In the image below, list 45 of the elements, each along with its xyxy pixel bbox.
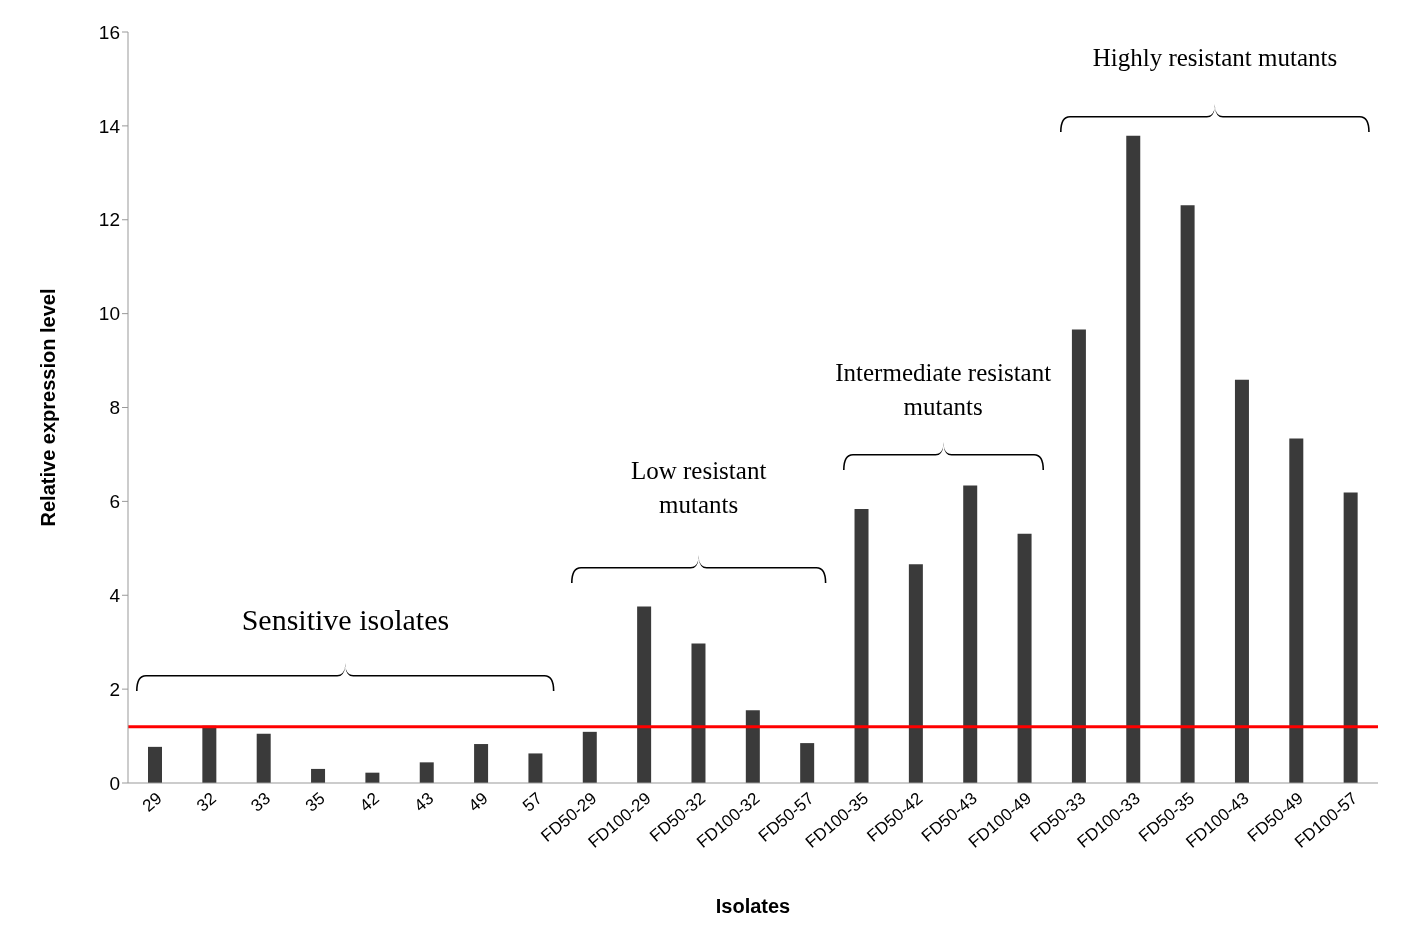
bar [1234,379,1249,783]
y-tick-label: 8 [109,397,120,419]
bar [1071,329,1086,783]
bar [1126,135,1141,783]
y-tick-label: 2 [109,678,120,700]
bar [1289,438,1304,783]
y-tick-label: 4 [109,584,121,606]
bar [637,606,652,783]
annotation: Sensitive isolates [240,601,451,638]
x-tick-label: 35 [301,788,329,816]
x-tick-label: 33 [247,788,275,816]
bar [745,710,760,783]
bar [691,643,706,783]
bar [1017,533,1032,783]
annotation: Intermediate resistant mutants [834,357,1053,422]
y-tick-label: 12 [98,209,120,231]
y-tick-label: 10 [98,303,120,325]
x-tick-label: 43 [410,788,438,816]
bar [1343,492,1358,783]
x-axis-title: Isolates [715,895,791,917]
bar [854,508,869,783]
x-tick-label: 42 [356,788,383,816]
x-tick-label: 32 [193,788,220,816]
bar [528,753,543,783]
y-tick-label: 6 [109,491,120,513]
y-tick-label: 16 [98,21,120,43]
bar [963,485,978,783]
annotation: Low resistant mutants [629,456,768,521]
y-axis-title: Relative expression level [37,288,60,527]
bar [474,744,489,783]
bar [256,733,271,783]
bar [202,725,217,783]
y-tick-label: 0 [109,772,120,794]
bar [1180,205,1195,783]
bar [908,564,923,783]
y-tick-label: 14 [98,115,121,137]
annotation: Highly resistant mutants [1091,43,1339,74]
bar [582,731,597,783]
x-tick-label: 57 [519,788,546,816]
x-tick-label: 29 [138,788,166,816]
bar [311,768,326,783]
bar [148,746,162,783]
x-tick-label: 49 [464,788,492,816]
bar [800,743,815,783]
bar [419,762,434,783]
